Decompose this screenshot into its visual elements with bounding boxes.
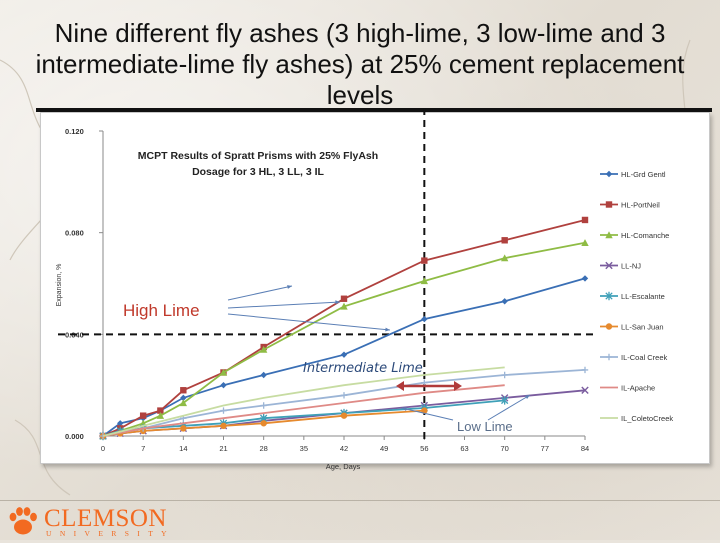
data-point <box>605 170 613 178</box>
data-point <box>581 216 589 224</box>
data-point <box>340 351 348 358</box>
y-axis-label: Expansion, % <box>56 264 63 307</box>
legend-entry: IL-Coal Creek <box>621 353 668 362</box>
data-point <box>220 422 227 430</box>
data-point <box>605 353 613 361</box>
legend-entry: LL-San Juan <box>621 323 664 332</box>
x-tick-label: 0 <box>101 444 105 453</box>
chart-title-line-2: Dosage for 3 HL, 3 LL, 3 IL <box>192 166 324 178</box>
data-point <box>605 201 613 208</box>
legend-entry: HL-Comanche <box>621 231 669 240</box>
data-point <box>581 275 589 282</box>
data-point <box>501 298 508 305</box>
x-tick-label: 21 <box>219 444 227 453</box>
x-axis-label: Age, Days <box>326 462 361 471</box>
data-point <box>605 231 613 239</box>
arrow-intermediate-left-head <box>396 381 404 391</box>
footer-rule <box>0 500 720 501</box>
logo-wordmark: CLEMSON <box>44 505 167 532</box>
x-tick-label: 14 <box>179 444 187 453</box>
y-tick-label: 0.120 <box>65 127 84 136</box>
data-point <box>340 392 348 399</box>
data-point <box>420 277 429 285</box>
x-tick-label: 84 <box>581 444 589 453</box>
data-point <box>581 386 589 394</box>
data-point <box>340 295 348 302</box>
data-point <box>421 257 428 264</box>
data-point <box>340 412 348 419</box>
y-tick-label: 0.000 <box>65 432 84 441</box>
arrow-high-lime-3 <box>227 313 391 331</box>
legend-entry: LL-NJ <box>621 262 641 271</box>
data-point <box>157 407 164 414</box>
annotation-low-lime: Low Lime <box>457 419 513 434</box>
data-point <box>501 371 508 379</box>
x-tick-label: 63 <box>460 444 468 453</box>
x-tick-label: 28 <box>259 444 267 453</box>
data-point <box>220 381 227 389</box>
data-point <box>605 323 613 330</box>
data-point <box>219 368 228 376</box>
x-tick-label: 49 <box>380 444 388 453</box>
data-point <box>501 396 509 405</box>
x-tick-label: 70 <box>500 444 508 453</box>
series-line <box>102 384 505 437</box>
data-point <box>117 420 124 427</box>
data-point <box>179 399 188 407</box>
tiger-paw-icon <box>9 507 37 535</box>
x-tick-label: 77 <box>541 444 549 453</box>
data-point <box>340 302 348 310</box>
annotation-intermediate-lime: Intermediate Lime <box>303 361 423 376</box>
logo-subtitle: UNIVERSITY <box>46 529 175 538</box>
legend-entry: IL-Apache <box>621 384 655 393</box>
legend-entry: LL-Escalante <box>621 292 665 301</box>
x-tick-label: 56 <box>420 444 428 453</box>
data-point <box>581 239 589 247</box>
series-line <box>102 241 586 437</box>
y-tick-label: 0.080 <box>65 229 84 238</box>
series-line <box>102 409 425 437</box>
arrow-low-lime-2-head <box>525 395 530 400</box>
data-point <box>260 371 267 379</box>
arrow-low-lime-1 <box>401 407 454 421</box>
x-tick-label: 7 <box>141 444 145 453</box>
chart-panel <box>40 112 710 464</box>
clemson-logo: CLEMSON UNIVERSITY <box>6 504 167 538</box>
legend-entry: IL_ColetoCreek <box>621 414 673 423</box>
data-point <box>581 366 589 374</box>
data-point <box>259 345 268 353</box>
data-point <box>260 402 267 409</box>
data-point <box>421 315 428 323</box>
legend-entry: HL-PortNeil <box>621 201 660 210</box>
arrow-high-lime-2 <box>227 301 341 309</box>
data-point <box>156 411 165 419</box>
data-point <box>500 254 509 262</box>
x-tick-label: 42 <box>340 444 348 453</box>
arrow-low-lime-2 <box>487 394 531 421</box>
data-point <box>260 420 267 427</box>
data-point <box>220 407 227 414</box>
chart-title-line-1: MCPT Results of Spratt Prisms with 25% F… <box>138 150 378 162</box>
data-point <box>501 237 508 244</box>
arrow-high-lime-3-head <box>385 327 390 332</box>
data-point <box>180 425 187 432</box>
data-point <box>180 394 187 402</box>
series-line <box>102 366 505 437</box>
arrow-high-lime-2-head <box>335 300 340 305</box>
data-point <box>605 291 613 301</box>
arrow-low-lime-1-head <box>402 407 407 411</box>
title-underline <box>36 108 712 112</box>
annotation-high-lime: High Lime <box>123 301 200 320</box>
arrow-intermediate-right-head <box>454 381 462 391</box>
legend-entry: HL-Grd Gentl <box>621 170 666 179</box>
data-point <box>605 261 613 270</box>
slide-title: Nine different fly ashes (3 high-lime, 3… <box>35 18 685 110</box>
arrow-high-lime-1-head <box>287 285 292 289</box>
x-tick-label: 35 <box>300 444 308 453</box>
data-point <box>139 412 147 419</box>
data-point <box>180 387 187 394</box>
arrow-high-lime-1 <box>227 285 293 301</box>
data-point <box>421 407 428 414</box>
